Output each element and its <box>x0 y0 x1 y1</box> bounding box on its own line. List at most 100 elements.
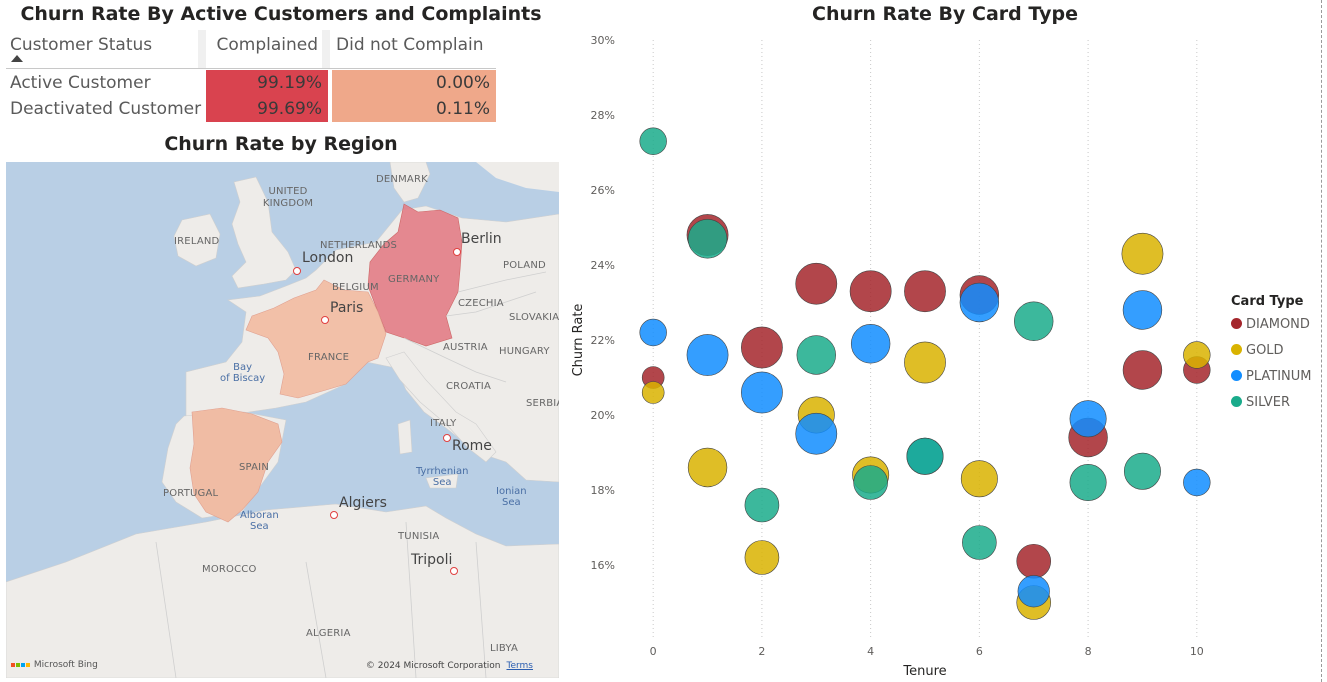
bubble-diamond[interactable] <box>795 262 838 305</box>
x-axis-label: Tenure <box>902 664 946 679</box>
bubble-silver[interactable] <box>796 335 836 375</box>
complained-cell[interactable]: 99.19% <box>206 70 328 96</box>
city-label: Berlin <box>461 231 502 247</box>
header-divider <box>6 68 496 69</box>
legend-dot <box>1231 370 1242 381</box>
bubble-silver[interactable] <box>853 465 888 500</box>
libya-label: LIBYA <box>490 643 519 654</box>
terms-link[interactable]: Terms <box>506 661 533 671</box>
bubble-platinum[interactable] <box>1069 400 1107 438</box>
belgium-label: BELGIUM <box>332 282 379 293</box>
bubble-gold[interactable] <box>641 381 665 404</box>
germany-label: GERMANY <box>388 274 440 285</box>
bubble-silver[interactable] <box>1123 452 1161 490</box>
table-row[interactable]: Deactivated Customer 99.69% 0.11% <box>6 96 496 122</box>
bubble-diamond[interactable] <box>849 270 892 313</box>
column-divider <box>322 30 330 68</box>
chart-title: Churn Rate By Card Type <box>812 3 1078 25</box>
bubble-gold[interactable] <box>960 460 998 498</box>
legend-dot <box>1231 396 1242 407</box>
poland-label: POLAND <box>503 260 546 271</box>
bubble-diamond[interactable] <box>1068 417 1108 458</box>
bubble-platinum[interactable] <box>850 324 891 364</box>
bubble-layer <box>639 127 1211 620</box>
legend-item-gold[interactable]: GOLD <box>1231 343 1312 369</box>
not-complained-column-header[interactable]: Did not Complain <box>336 35 484 55</box>
not-complained-cell[interactable]: 0.11% <box>332 96 496 122</box>
bubble-diamond[interactable] <box>741 326 783 369</box>
tripoli-marker <box>450 567 458 575</box>
y-tick-label: 16% <box>591 559 615 572</box>
table-title: Churn Rate By Active Customers and Compl… <box>20 3 542 25</box>
bubble-silver[interactable] <box>1069 463 1107 501</box>
gridlines <box>652 40 1198 640</box>
bubble-gold[interactable] <box>744 540 780 575</box>
complained-cell[interactable]: 99.69% <box>206 96 328 122</box>
bubble-platinum[interactable] <box>1017 575 1050 608</box>
sea-label: Tyrrhenian Sea <box>416 466 469 488</box>
bubble-silver[interactable] <box>687 219 728 259</box>
bubble-silver[interactable] <box>962 525 997 560</box>
bubble-gold[interactable] <box>904 341 946 384</box>
bubble-diamond[interactable] <box>686 214 729 256</box>
bubble-gold[interactable] <box>687 447 728 488</box>
bubble-platinum[interactable] <box>639 318 667 347</box>
sea-label: Alboran Sea <box>240 510 279 532</box>
bubble-silver[interactable] <box>639 127 667 155</box>
bubble-gold[interactable] <box>1121 232 1164 275</box>
legend-item-platinum[interactable]: PLATINUM <box>1231 369 1312 395</box>
sort-ascending-icon[interactable] <box>11 55 23 62</box>
france-region[interactable] <box>245 279 387 399</box>
complained-column-header[interactable]: Complained <box>216 35 318 55</box>
not-complained-cell[interactable]: 0.00% <box>332 70 496 96</box>
bubble-gold[interactable] <box>1183 341 1211 369</box>
y-axis-label: Churn Rate <box>571 304 586 377</box>
bubble-diamond[interactable] <box>904 270 946 313</box>
y-tick-label: 22% <box>591 334 615 347</box>
map-copyright: © 2024 Microsoft Corporation Terms <box>365 661 533 671</box>
germany-region[interactable] <box>367 203 463 347</box>
serbia-label: SERBIA <box>526 398 559 409</box>
sea-label: Ionian Sea <box>496 486 527 508</box>
bubble-platinum[interactable] <box>959 282 1000 323</box>
bubble-platinum[interactable] <box>741 371 783 414</box>
bubble-diamond[interactable] <box>641 366 665 389</box>
city-label: Algiers <box>339 495 387 511</box>
legend-dot <box>1231 344 1242 355</box>
x-tick-label: 4 <box>867 645 874 658</box>
bubble-silver[interactable] <box>1014 301 1054 341</box>
legend-item-silver[interactable]: SILVER <box>1231 395 1312 421</box>
bubble-diamond[interactable] <box>959 275 1000 315</box>
bubble-platinum[interactable] <box>686 334 729 376</box>
bubble-gold[interactable] <box>852 456 890 494</box>
bubble-gold[interactable] <box>1016 585 1052 620</box>
spain-region[interactable] <box>189 407 283 523</box>
bubble-platinum[interactable] <box>906 437 944 475</box>
region-map[interactable]: UNITED KINGDOM IRELAND DENMARK NETHERLAN… <box>6 162 559 678</box>
netherlands-label: NETHERLANDS <box>320 240 398 251</box>
x-tick-label: 6 <box>976 645 983 658</box>
legend-dot <box>1231 318 1242 329</box>
bubble-platinum[interactable] <box>1183 468 1211 497</box>
column-divider <box>198 30 206 68</box>
city-label: Paris <box>330 300 364 316</box>
slovakia-label: SLOVAKIA <box>509 312 559 323</box>
berlin-marker <box>453 248 461 256</box>
bubble-diamond[interactable] <box>1122 350 1163 390</box>
bubble-platinum[interactable] <box>1122 290 1163 330</box>
bubble-silver[interactable] <box>744 487 780 523</box>
bubble-diamond[interactable] <box>1183 356 1211 384</box>
paris-marker <box>321 316 329 324</box>
map-canvas <box>6 162 559 678</box>
row-label: Deactivated Customer <box>10 99 202 119</box>
bubble-platinum[interactable] <box>795 412 838 455</box>
uk-label: UNITED KINGDOM <box>262 186 314 209</box>
bubble-diamond[interactable] <box>1016 543 1052 579</box>
bubble-gold[interactable] <box>797 396 835 434</box>
bubble-silver[interactable] <box>906 437 944 475</box>
y-tick-label: 28% <box>591 109 615 122</box>
legend-item-diamond[interactable]: DIAMOND <box>1231 317 1312 343</box>
table-row[interactable]: Active Customer 99.19% 0.00% <box>6 70 496 96</box>
status-column-header[interactable]: Customer Status <box>10 35 153 55</box>
london-marker <box>293 267 301 275</box>
